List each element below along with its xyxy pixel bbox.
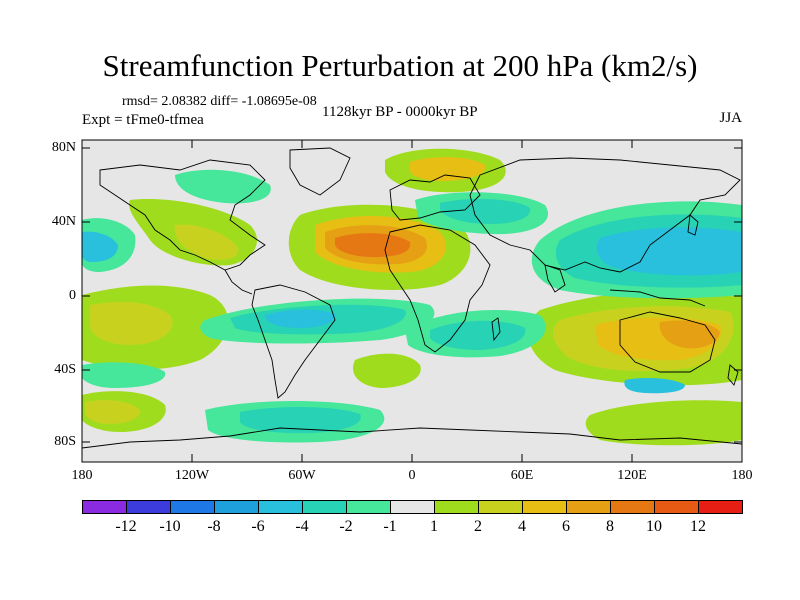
field-south-indian-low bbox=[624, 377, 685, 394]
period-label: 1128kyr BP - 0000kyr BP bbox=[322, 104, 478, 120]
rmsd-diff-stats: rmsd= 2.08382 diff= -1.08695e-08 bbox=[122, 94, 317, 109]
colorbar-label: 4 bbox=[518, 518, 526, 535]
colorbar-box bbox=[258, 500, 303, 514]
lat-label-80s: 80S bbox=[54, 434, 76, 449]
lon-label-60e: 60E bbox=[510, 468, 534, 483]
field-south-africa-core bbox=[430, 320, 526, 350]
australia-outline bbox=[619, 311, 716, 373]
colorbar-label: -12 bbox=[115, 518, 137, 535]
lat-label-80n: 80N bbox=[51, 140, 76, 155]
field-west-pacific-core-2 bbox=[596, 227, 742, 276]
field-west-atlantic-yellow bbox=[174, 224, 239, 260]
field-south-atlantic-high bbox=[352, 353, 421, 388]
colorbar-box bbox=[82, 500, 127, 514]
colorbar-label: 8 bbox=[606, 518, 614, 535]
colorbar-label: -6 bbox=[251, 518, 265, 535]
colorbar-box bbox=[170, 500, 215, 514]
field-north-america-core bbox=[82, 231, 118, 262]
continent-outlines bbox=[82, 147, 742, 449]
lat-label-40s: 40S bbox=[54, 362, 76, 377]
colorbar-box bbox=[126, 500, 171, 514]
colorbar-label: 12 bbox=[690, 518, 706, 535]
lon-label-180e: 180 bbox=[731, 468, 753, 483]
field-far-east-high bbox=[585, 400, 742, 446]
colorbar-label: 1 bbox=[430, 518, 438, 535]
colorbar-box bbox=[698, 500, 743, 514]
lon-label-120e: 120E bbox=[617, 468, 647, 483]
antarctica-outline bbox=[82, 427, 742, 449]
field-southern-ocean-core bbox=[240, 406, 361, 434]
japan-outline bbox=[687, 214, 699, 236]
south-america-outline bbox=[251, 284, 336, 399]
colorbar-label: -1 bbox=[383, 518, 397, 535]
colorbar-box bbox=[434, 500, 479, 514]
field-arctic-core bbox=[409, 157, 486, 181]
colorbar-box bbox=[390, 500, 435, 514]
lat-label-equator: 0 bbox=[69, 288, 76, 303]
asia-outline bbox=[469, 157, 741, 273]
colorbar-label: -4 bbox=[295, 518, 309, 535]
colorbar-label: 10 bbox=[646, 518, 662, 535]
colorbar-label: -8 bbox=[207, 518, 221, 535]
lon-label-60w: 60W bbox=[288, 468, 316, 483]
colorbar-box bbox=[654, 500, 699, 514]
colorbar-label: 2 bbox=[474, 518, 482, 535]
indonesia-outline bbox=[609, 289, 706, 307]
central-america-outline bbox=[224, 269, 253, 295]
colorbar-label: 6 bbox=[562, 518, 570, 535]
colorbar-box bbox=[566, 500, 611, 514]
north-america-outline bbox=[99, 159, 266, 271]
colorbar-label: -10 bbox=[159, 518, 181, 535]
madagascar-outline bbox=[491, 317, 501, 342]
season-label: JJA bbox=[719, 110, 742, 126]
colorbar-box bbox=[302, 500, 347, 514]
field-far-west-core bbox=[85, 400, 140, 424]
field-south-pacific-core-2 bbox=[265, 309, 336, 328]
colorbar-box bbox=[478, 500, 523, 514]
plot-title: Streamfunction Perturbation at 200 hPa (… bbox=[102, 48, 698, 83]
lon-label-0: 0 bbox=[408, 468, 416, 483]
colorbar bbox=[82, 500, 743, 516]
experiment-label: Expt = tFme0-tfmea bbox=[82, 112, 204, 128]
field-atlantic-core-3 bbox=[335, 233, 411, 258]
greenland-outline bbox=[289, 147, 351, 196]
field-australia-core-3 bbox=[659, 320, 720, 349]
field-east-pacific-core bbox=[90, 302, 173, 345]
lon-label-180w: 180 bbox=[71, 468, 93, 483]
colorbar-box bbox=[522, 500, 567, 514]
europe-outline bbox=[389, 174, 481, 221]
colorbar-label: -2 bbox=[339, 518, 353, 535]
colorbar-box bbox=[214, 500, 259, 514]
colorbar-box bbox=[346, 500, 391, 514]
africa-outline bbox=[384, 224, 491, 353]
field-central-asia-core bbox=[440, 198, 531, 224]
lat-label-40n: 40N bbox=[51, 214, 76, 229]
colorbar-box bbox=[610, 500, 655, 514]
field-east-pacific-low bbox=[82, 362, 166, 388]
lon-label-120w: 120W bbox=[174, 468, 210, 483]
india-outline bbox=[544, 264, 566, 293]
axis-ticks bbox=[82, 140, 742, 462]
field-ne-america-low bbox=[175, 169, 271, 204]
